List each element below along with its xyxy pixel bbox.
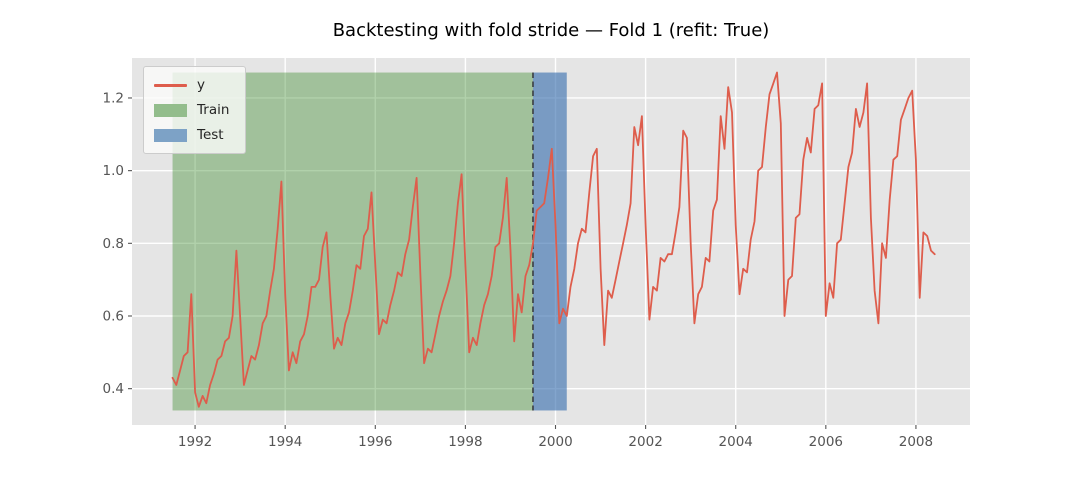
x-tick-label: 1992	[178, 434, 212, 450]
legend-label-train: Train	[197, 101, 230, 118]
legend: y Train Test	[143, 66, 246, 154]
x-tick-label: 1994	[268, 434, 302, 450]
legend-item-y: y	[154, 73, 237, 98]
x-tick-label: 2000	[538, 434, 572, 450]
series-y	[171, 71, 936, 408]
x-tick-label: 2008	[899, 434, 933, 450]
legend-test-swatch-icon	[154, 129, 187, 142]
y-tick-label: 1.2	[103, 90, 124, 106]
y-tick-label: 1.0	[103, 163, 124, 179]
legend-label-test: Test	[197, 126, 224, 143]
legend-item-train: Train	[154, 98, 237, 123]
x-tick-label: 1998	[448, 434, 482, 450]
y-tick-label: 0.6	[103, 308, 124, 324]
legend-item-test: Test	[154, 123, 237, 148]
x-tick-label: 2006	[809, 434, 843, 450]
x-tick-label: 2002	[628, 434, 662, 450]
y-tick-label: 0.8	[103, 236, 124, 252]
y-tick-label: 0.4	[103, 381, 124, 397]
legend-line-swatch-icon	[154, 84, 187, 87]
chart-title: Backtesting with fold stride — Fold 1 (r…	[332, 20, 770, 41]
legend-label-y: y	[197, 76, 205, 93]
legend-train-swatch-icon	[154, 104, 187, 117]
x-tick-label: 2004	[719, 434, 753, 450]
x-tick-label: 1996	[358, 434, 392, 450]
span-test	[532, 72, 567, 411]
